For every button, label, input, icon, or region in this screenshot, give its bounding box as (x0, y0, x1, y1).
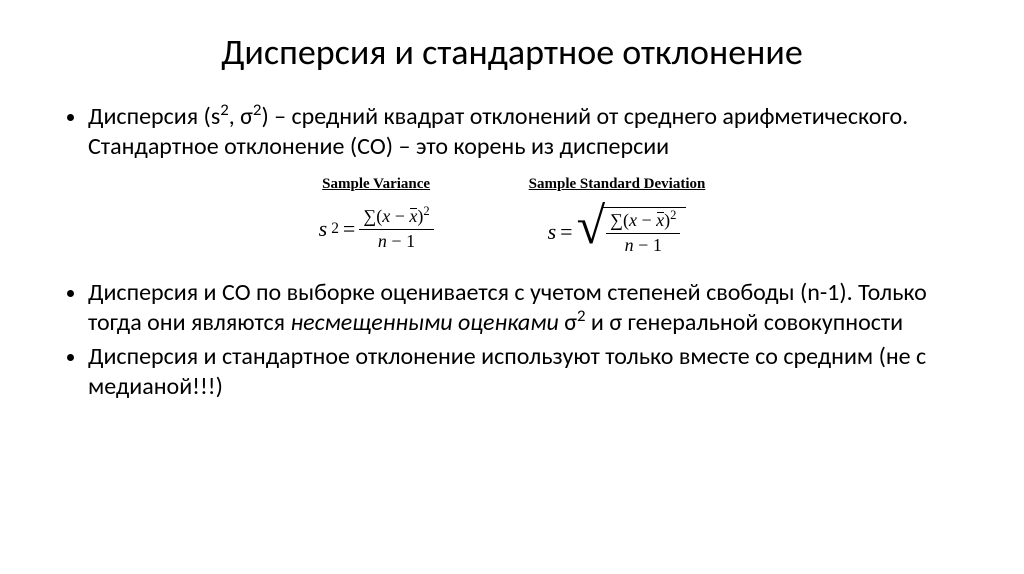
bullet-list: Дисперсия (s2, σ2) – средний квадрат отк… (60, 102, 964, 162)
sd-den-one: 1 (653, 235, 662, 255)
sd-denominator: n − 1 (621, 234, 666, 256)
variance-formula: s 2 = ∑(x − x)2 n − 1 (319, 207, 434, 252)
sqrt: √ ∑(x − x)2 n − 1 (577, 207, 687, 258)
bullet-3: Дисперсия и стандартное отклонение испол… (88, 342, 964, 402)
bullet-2-text-2: σ (559, 308, 577, 337)
xbar: x (409, 207, 417, 227)
sd-column: Sample Standard Deviation s = √ ∑(x − x)… (529, 176, 706, 258)
variance-denominator: n − 1 (374, 230, 419, 252)
radical-sign: √ (577, 205, 606, 256)
num-sup: 2 (423, 204, 429, 218)
sd-xbar: x (656, 211, 664, 231)
sd-sum-sign: ∑ (610, 210, 623, 230)
variance-title: Sample Variance (322, 176, 430, 193)
sd-minus: − (637, 210, 656, 230)
sd-den-n: n (625, 235, 634, 255)
bullet-1-text-2: , σ (229, 102, 253, 131)
minus: − (390, 206, 409, 226)
variance-column: Sample Variance s 2 = ∑(x − x)2 n − 1 (319, 176, 434, 258)
sum-sign: ∑ (363, 206, 376, 226)
sd-eq: = (560, 219, 572, 245)
bullet-list-2: Дисперсия и СО по выборке оценивается с … (60, 278, 964, 402)
formula-block: Sample Variance s 2 = ∑(x − x)2 n − 1 Sam… (120, 176, 904, 258)
variance-numerator: ∑(x − x)2 (359, 207, 433, 230)
radicand: ∑(x − x)2 n − 1 (602, 207, 686, 258)
sd-numerator: ∑(x − x)2 (606, 211, 680, 234)
x: x (382, 206, 390, 226)
den-n: n (378, 231, 387, 251)
bullet-1: Дисперсия (s2, σ2) – средний квадрат отк… (88, 102, 964, 162)
slide-title: Дисперсия и стандартное отклонение (60, 30, 964, 74)
bullet-2-em: несмещенными оценками (290, 308, 558, 337)
bullet-2-text-3: и σ генеральной совокупности (586, 308, 904, 337)
variance-fraction: ∑(x − x)2 n − 1 (359, 207, 433, 252)
bullet-2-sup: 2 (577, 305, 586, 326)
den-one: 1 (406, 231, 415, 251)
den-minus: − (387, 231, 406, 251)
sd-num-sup: 2 (670, 208, 676, 222)
sd-fraction: ∑(x − x)2 n − 1 (606, 211, 680, 256)
bullet-1-text-1: Дисперсия (s (88, 102, 220, 131)
variance-eq: = (343, 216, 355, 242)
sd-den-minus: − (634, 235, 653, 255)
bullet-2: Дисперсия и СО по выборке оценивается с … (88, 278, 964, 338)
sd-formula: s = √ ∑(x − x)2 n − 1 (548, 207, 687, 258)
bullet-1-sup-1: 2 (220, 99, 229, 120)
sd-title: Sample Standard Deviation (529, 176, 706, 193)
sd-lhs-s: s (548, 219, 557, 245)
slide: Дисперсия и стандартное отклонение Диспе… (0, 0, 1024, 574)
sd-x: x (629, 210, 637, 230)
variance-lhs-s: s (319, 216, 328, 242)
